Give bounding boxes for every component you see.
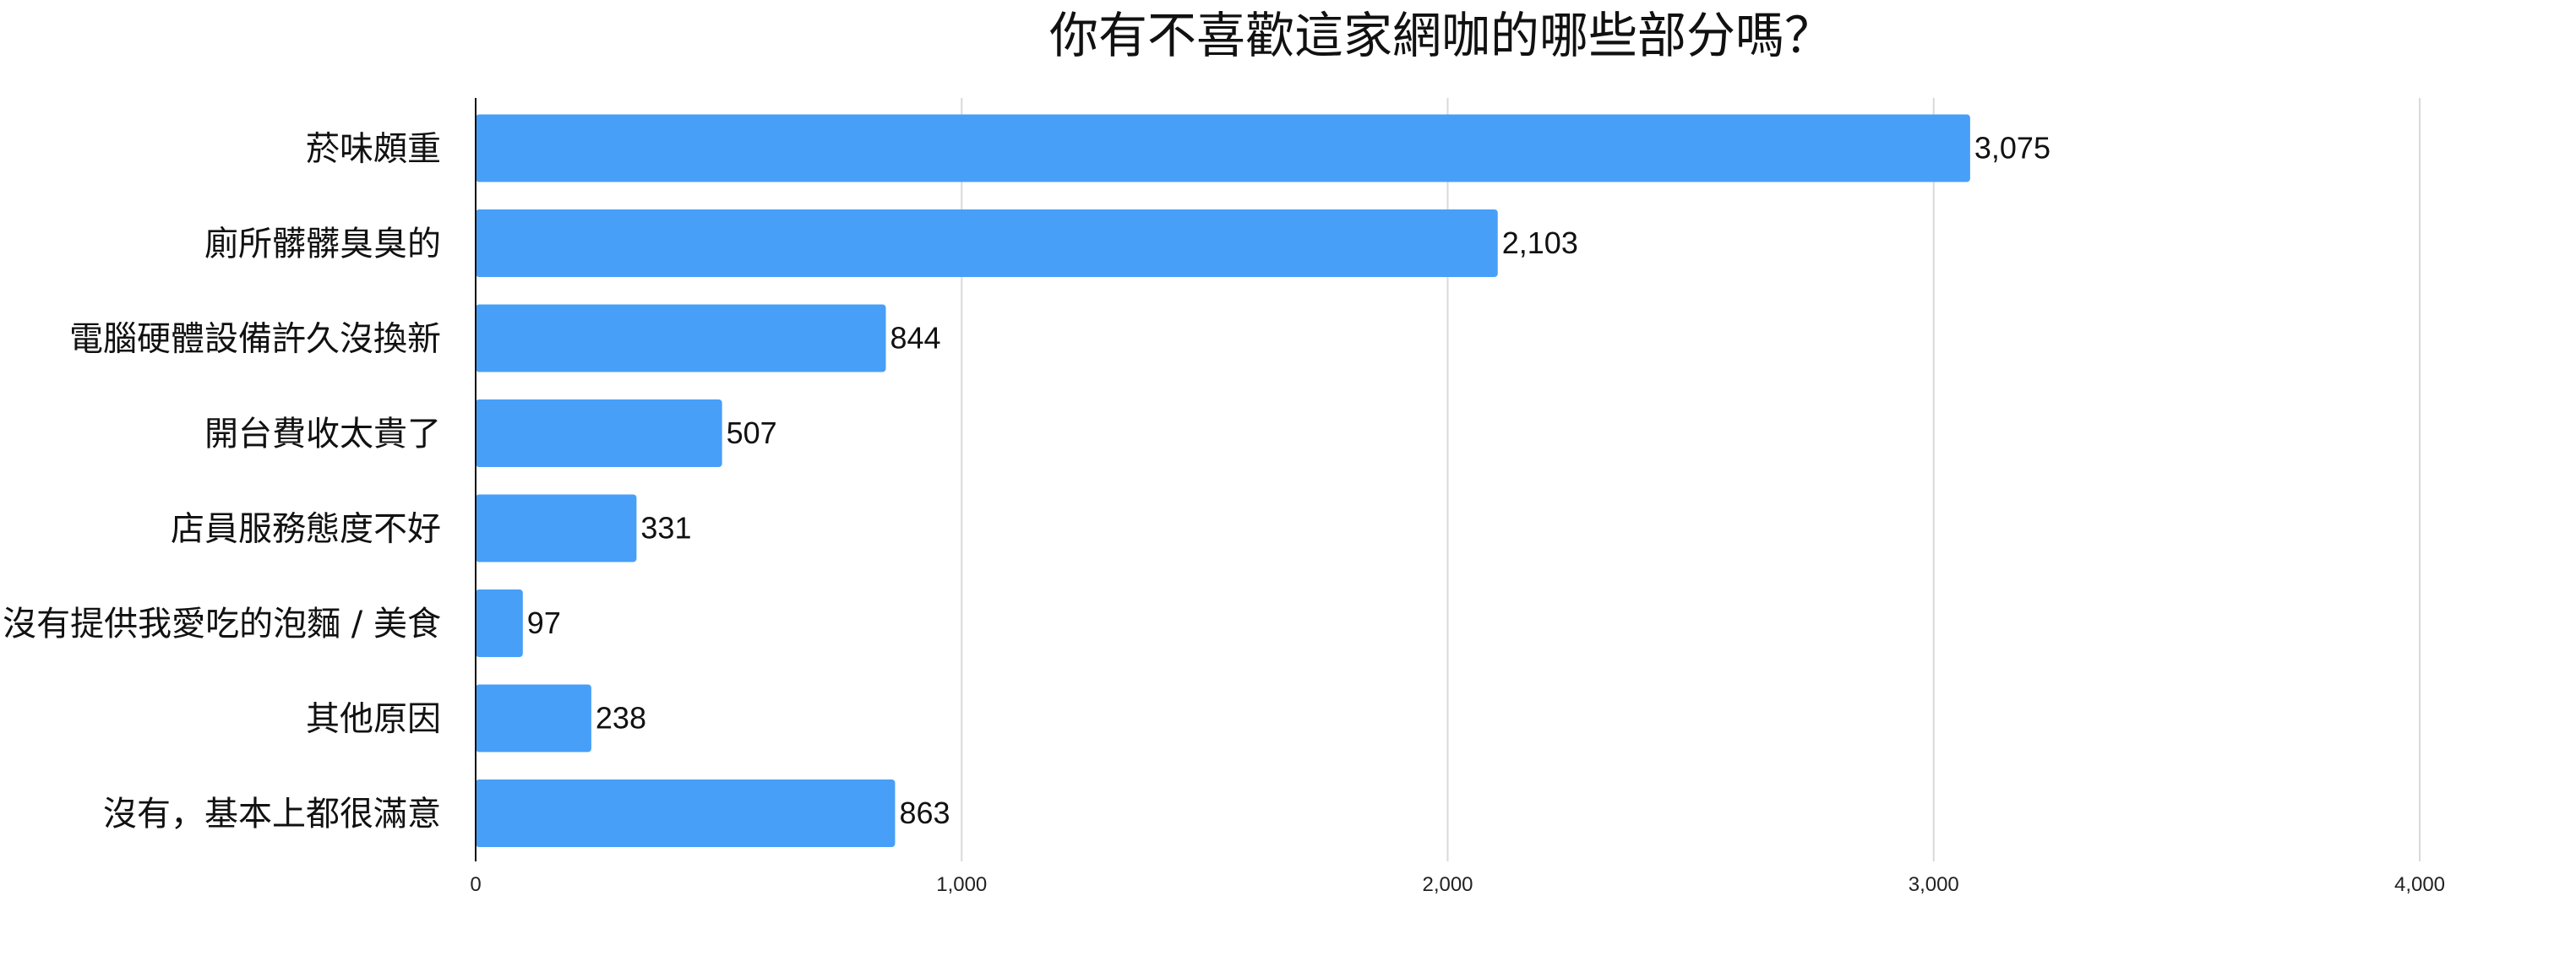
x-tick-label: 4,000 [2394, 873, 2445, 896]
category-label: 開台費收太貴了 [204, 415, 441, 454]
category-label: 菸味頗重 [306, 130, 441, 169]
value-label: 97 [527, 606, 561, 640]
category-label: 沒有，基本上都很滿意 [103, 795, 441, 834]
bar [476, 399, 722, 467]
value-label: 507 [727, 416, 777, 450]
value-label: 3,075 [1974, 131, 2050, 166]
bar [476, 114, 1970, 182]
value-label: 2,103 [1502, 225, 1578, 260]
category-label: 沒有提供我愛吃的泡麵 / 美食 [3, 605, 441, 644]
value-label: 331 [640, 511, 691, 546]
chart-title: 你有不喜歡這家網咖的哪些部分嗎？ [1049, 7, 1833, 64]
x-tick-label: 2,000 [1422, 873, 1473, 896]
bar [476, 304, 886, 372]
bar [476, 684, 591, 752]
bar [476, 779, 896, 847]
bar [476, 209, 1498, 277]
bars [476, 114, 1970, 847]
category-labels: 菸味頗重廁所髒髒臭臭的電腦硬體設備許久沒換新開台費收太貴了店員服務態度不好沒有提… [3, 130, 441, 834]
bar [476, 589, 523, 657]
value-labels: 3,075 2,103 844 507 331 97 238 863 [527, 131, 2050, 831]
value-label: 844 [890, 321, 941, 356]
category-label: 其他原因 [306, 700, 441, 739]
x-tick-label: 0 [470, 873, 481, 896]
x-axis-ticks: 0 1,000 2,000 3,000 4,000 [470, 873, 2445, 896]
category-label: 廁所髒髒臭臭的 [204, 225, 441, 263]
category-label: 電腦硬體設備許久沒換新 [69, 320, 441, 359]
bar [476, 494, 637, 562]
category-label: 店員服務態度不好 [171, 510, 441, 549]
x-tick-label: 1,000 [936, 873, 987, 896]
value-label: 863 [899, 796, 950, 830]
value-label: 238 [596, 701, 646, 736]
x-tick-label: 3,000 [1909, 873, 1959, 896]
